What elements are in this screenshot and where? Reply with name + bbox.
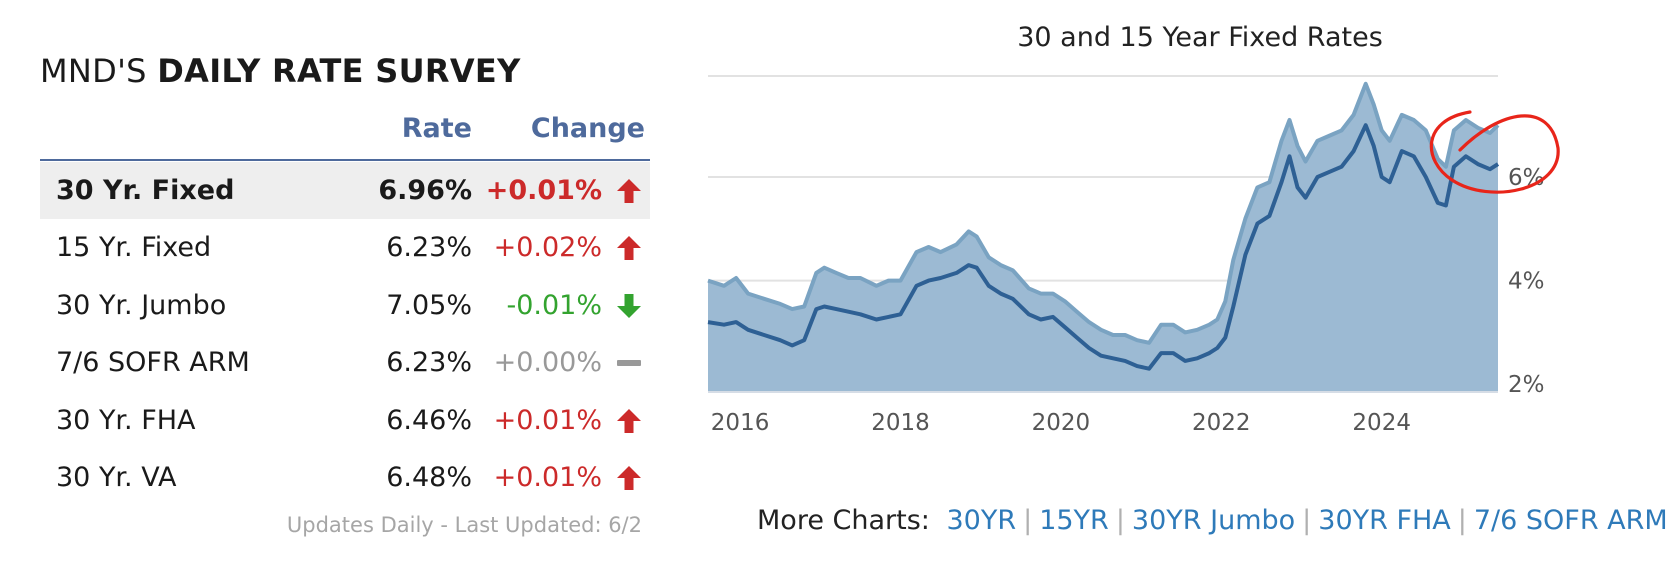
loan-type: 7/6 SOFR ARM <box>56 347 250 379</box>
dash-icon <box>614 348 644 378</box>
change-value: +0.02% <box>493 232 602 264</box>
y-tick-label: 6% <box>1508 165 1545 191</box>
more-charts-links: 30YR | 15YR | 30YR Jumbo | 30YR FHA | 7/6 SOFR A… <box>946 505 1667 536</box>
series-line-30yr <box>707 81 1500 345</box>
loan-type: 30 Yr. FHA <box>56 404 196 436</box>
loan-type: 30 Yr. VA <box>56 461 177 493</box>
change-value: +0.01% <box>493 461 602 493</box>
rate-row[interactable]: 30 Yr. Jumbo 7.05% -0.01% <box>40 277 650 334</box>
x-tick-label: 2020 <box>1032 410 1091 436</box>
arrow-up-icon <box>614 176 644 206</box>
loan-type: 30 Yr. Jumbo <box>56 289 227 321</box>
loan-type: 30 Yr. Fixed <box>56 175 235 206</box>
link-separator: | <box>1457 505 1467 536</box>
arrow-up-icon <box>614 463 644 493</box>
x-tick-label: 2024 <box>1352 410 1411 436</box>
arrow-up-icon <box>614 406 644 436</box>
rate-row[interactable]: 30 Yr. FHA 6.46% +0.01% <box>40 392 650 449</box>
x-tick-label: 2018 <box>871 410 930 436</box>
y-tick-label: 4% <box>1508 269 1545 295</box>
more-charts-link[interactable]: 30YR FHA <box>1318 505 1451 536</box>
rate-value: 6.96% <box>378 175 472 206</box>
more-charts-link[interactable]: 30YR <box>946 505 1017 536</box>
rate-value: 6.46% <box>386 404 472 436</box>
header-divider <box>40 159 650 161</box>
more-charts-link[interactable]: 7/6 SOFR ARM <box>1473 505 1668 536</box>
rate-row[interactable]: 30 Yr. Fixed 6.96% +0.01% <box>40 162 650 220</box>
rate-row[interactable]: 30 Yr. VA 6.48% +0.01% <box>40 449 650 506</box>
more-charts-link[interactable]: 30YR Jumbo <box>1131 505 1296 536</box>
rate-value: 6.23% <box>386 232 472 264</box>
link-separator: | <box>1023 505 1033 536</box>
series-area-fill <box>708 83 1498 393</box>
change-value: +0.00% <box>493 347 602 379</box>
rate-table: 30 Yr. Fixed 6.96% +0.01% 15 Yr. Fixed 6.23%… <box>40 162 650 506</box>
link-separator: | <box>1115 505 1125 536</box>
change-value: +0.01% <box>493 404 602 436</box>
change-value: -0.01% <box>506 289 602 321</box>
more-charts-label: More Charts: <box>757 505 930 536</box>
arrow-up-icon <box>614 233 644 263</box>
rate-row[interactable]: 7/6 SOFR ARM 6.23% +0.00% <box>40 334 650 391</box>
last-updated-note: Updates Daily - Last Updated: 6/2 <box>286 513 642 537</box>
x-tick-label: 2022 <box>1192 410 1251 436</box>
chart-title: 30 and 15 Year Fixed Rates <box>1017 22 1383 53</box>
arrow-down-icon <box>614 291 644 321</box>
rates-chart: 2016 2018 2020 2022 2024 2% 4% 6% <box>707 75 1545 436</box>
y-tick-label: 2% <box>1508 372 1545 398</box>
rate-value: 7.05% <box>386 289 472 321</box>
x-tick-label: 2016 <box>711 410 770 436</box>
rates-chart-panel: 2016 2018 2020 2022 2024 2% 4% 6% 30 and 15 Yea… <box>700 0 1678 572</box>
survey-title: MND'S DAILY RATE SURVEY <box>40 52 521 90</box>
rate-value: 6.23% <box>386 347 472 379</box>
series-line-15yr <box>707 123 1500 371</box>
more-charts: More Charts: 30YR | 15YR | 30YR Jumbo | 30YR F… <box>757 505 1668 536</box>
change-column-header: Change <box>530 113 645 144</box>
loan-type: 15 Yr. Fixed <box>56 232 212 264</box>
more-charts-link[interactable]: 15YR <box>1039 505 1109 536</box>
rate-value: 6.48% <box>386 461 472 493</box>
rate-row[interactable]: 15 Yr. Fixed 6.23% +0.02% <box>40 219 650 276</box>
change-value: +0.01% <box>485 175 602 206</box>
rate-column-header: Rate <box>401 113 472 144</box>
link-separator: | <box>1302 505 1312 536</box>
